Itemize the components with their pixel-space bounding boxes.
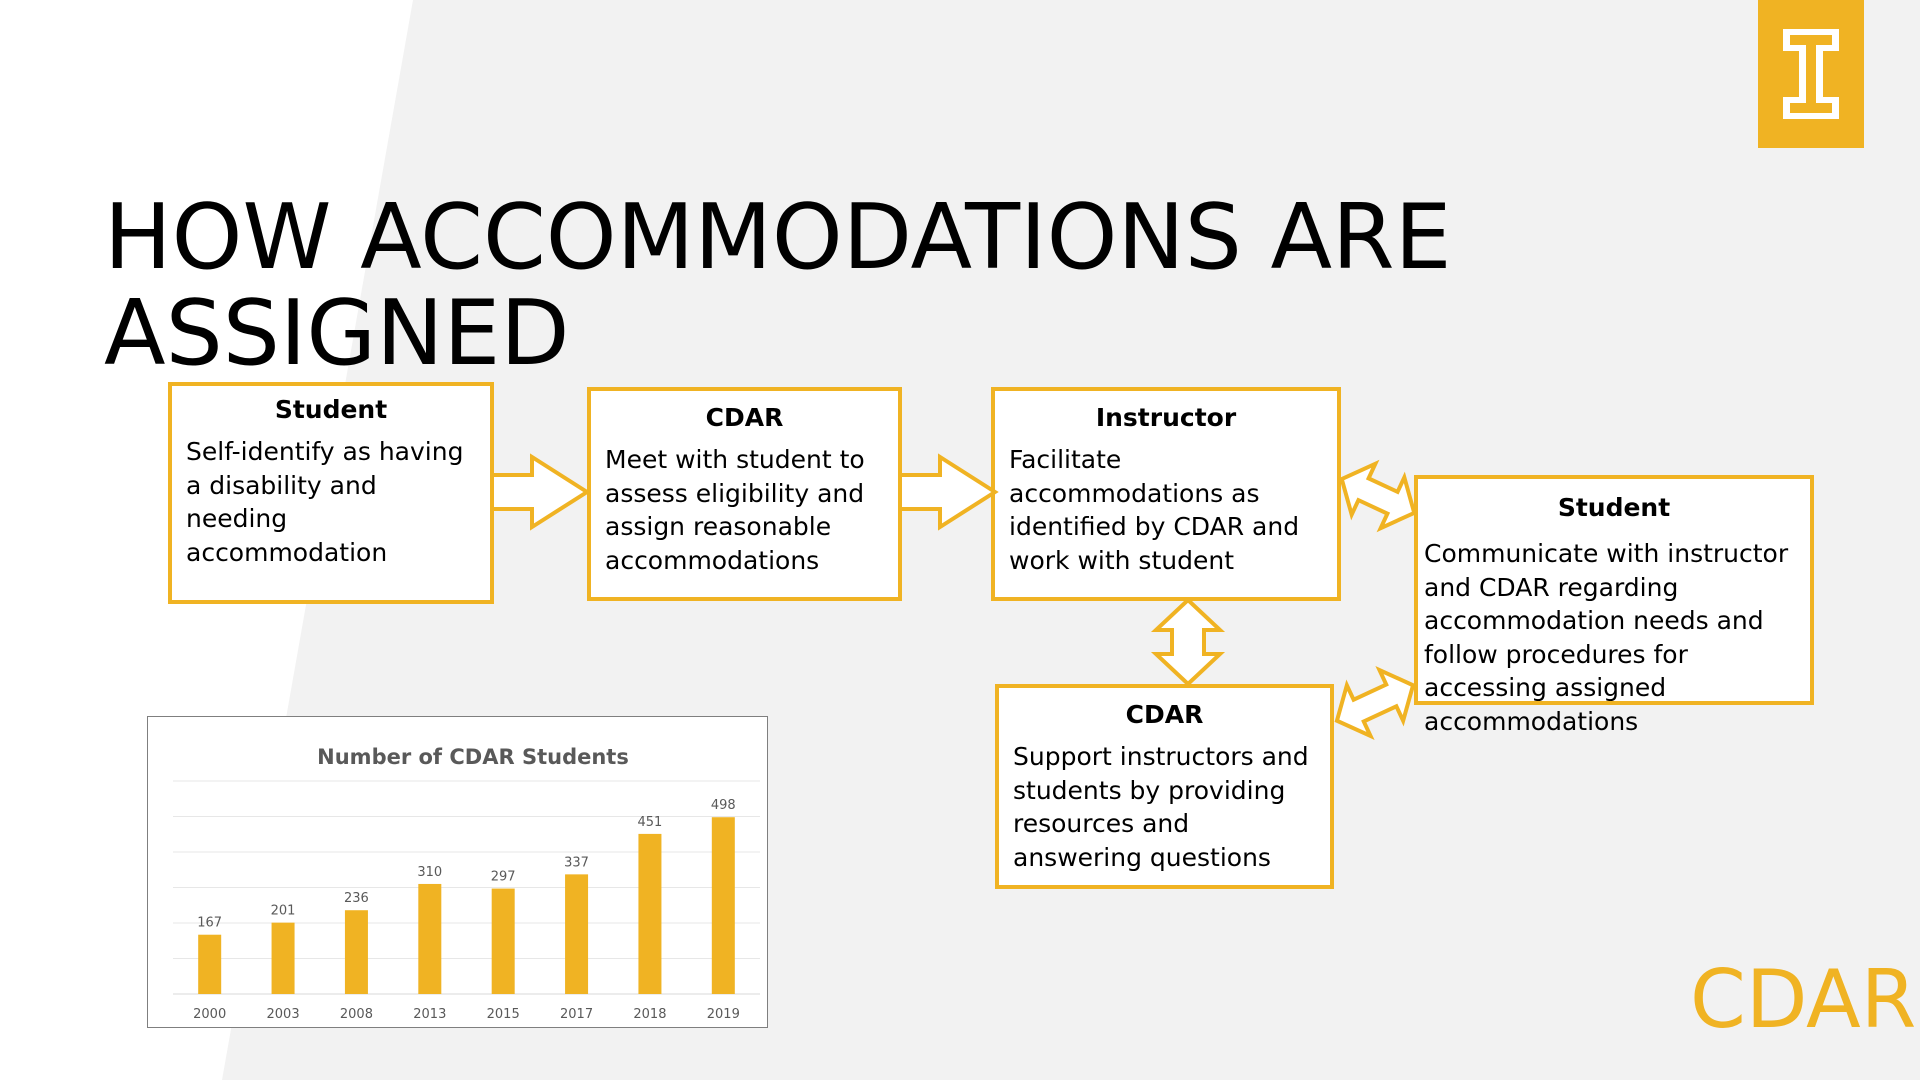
flow-box-text: Facilitate accommodations as identified … <box>1009 445 1300 575</box>
chart-x-tick-label: 2019 <box>707 1007 740 1022</box>
flow-box-text: Support instructors and students by prov… <box>1013 742 1309 872</box>
bar-chart: Number of CDAR Students 167 201 236 310 297 3… <box>173 745 760 1022</box>
chart-bar <box>344 910 368 994</box>
chart-bar <box>271 922 295 994</box>
chart-data-label: 451 <box>638 815 663 830</box>
flow-box-instructor-facilitate: Instructor Facilitate accommodations as … <box>991 387 1341 601</box>
chart-x-tick-label: 2000 <box>193 1007 226 1022</box>
block-i-icon <box>1783 29 1839 119</box>
arrow-right-icon <box>898 453 999 531</box>
chart-bar <box>638 833 662 994</box>
chart-data-label: 201 <box>271 904 296 919</box>
chart-title: Number of CDAR Students <box>317 745 629 769</box>
chart-x-tick-label: 2015 <box>487 1007 520 1022</box>
chart-data-labels: 167 201 236 310 297 337 451 498 <box>197 798 735 931</box>
chart-gridlines <box>173 780 760 995</box>
flow-box-student-communicate: Student Communicate with instructor and … <box>1414 475 1814 736</box>
arrow-right-icon <box>490 453 591 531</box>
chart-x-tick-label: 2017 <box>560 1007 593 1022</box>
page-title: HOW ACCOMMODATIONS ARE ASSIGNED <box>104 190 1604 382</box>
flow-box-heading: Student <box>274 395 388 424</box>
arrow-double-horizontal-icon <box>1339 459 1417 533</box>
flow-box-heading: CDAR <box>1125 700 1204 729</box>
chart-bar <box>711 817 735 994</box>
chart-x-tick-label: 2018 <box>633 1007 666 1022</box>
chart-bar <box>491 888 515 994</box>
chart-bar <box>418 883 442 994</box>
cdar-wordmark: CDAR <box>1690 953 1917 1046</box>
chart-data-label: 498 <box>711 798 736 813</box>
arrow-double-vertical-icon <box>1150 597 1226 687</box>
chart-x-tick-label: 2013 <box>413 1007 446 1022</box>
page-title-line-1: HOW ACCOMMODATIONS ARE <box>104 185 1452 290</box>
chart-bar <box>565 874 589 994</box>
flow-box-student-self-identify: Student Self-identify as having a disabi… <box>168 382 494 604</box>
chart-x-tick-label: 2008 <box>340 1007 373 1022</box>
flow-box-cdar-support: CDAR Support instructors and students by… <box>995 684 1334 889</box>
flow-box-text: Communicate with instructor and CDAR reg… <box>1424 539 1789 736</box>
flow-box-cdar-assess: CDAR Meet with student to assess eligibi… <box>587 387 902 601</box>
chart-data-label: 337 <box>564 855 589 870</box>
flow-box-heading: Instructor <box>1095 403 1237 432</box>
arrow-double-horizontal-icon <box>1334 665 1416 741</box>
flow-box-heading: Student <box>1557 493 1671 522</box>
chart-x-tick-label: 2003 <box>267 1007 300 1022</box>
flow-box-text: Self-identify as having a disability and… <box>186 437 464 567</box>
flow-box-text: Meet with student to assess eligibility … <box>605 445 865 575</box>
chart-data-label: 297 <box>491 870 516 885</box>
chart-data-label: 236 <box>344 891 369 906</box>
chart-data-label: 167 <box>197 916 222 931</box>
chart-data-label: 310 <box>417 865 442 880</box>
page-title-line-2: ASSIGNED <box>104 281 570 386</box>
cdar-students-chart: Number of CDAR Students 167 201 236 310 297 3… <box>147 716 768 1028</box>
university-logo <box>1758 0 1864 148</box>
chart-bar <box>198 934 222 994</box>
chart-x-ticks: 2000 2003 2008 2013 2015 2017 2018 2019 <box>193 1007 740 1022</box>
flow-box-heading: CDAR <box>705 403 784 432</box>
chart-bars <box>198 817 735 994</box>
